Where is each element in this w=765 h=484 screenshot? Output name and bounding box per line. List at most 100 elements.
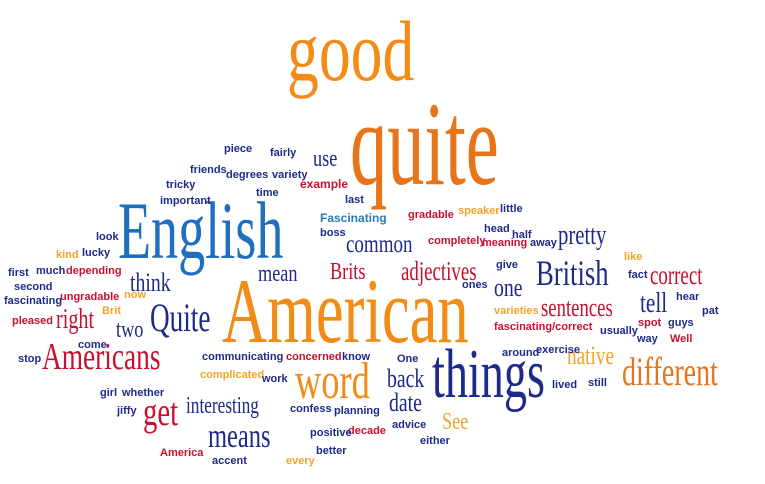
word-concerned: concerned: [286, 351, 342, 363]
word-brits: Brits: [330, 259, 366, 285]
word-better: better: [316, 445, 347, 457]
word-completely: completely: [428, 235, 486, 247]
word-jiffy: jiffy: [117, 405, 137, 417]
word-know: know: [342, 351, 371, 363]
word-positive: positive: [310, 427, 352, 439]
word-quite-cap: Quite: [150, 295, 211, 340]
word-british: British: [536, 253, 609, 293]
word-hear: hear: [676, 291, 700, 303]
word-around: around: [502, 347, 540, 359]
word-common: common: [346, 231, 413, 258]
word-much: much: [36, 265, 66, 277]
word-fascinating-cap: Fascinating: [320, 211, 387, 225]
word-use: use: [313, 146, 338, 172]
word-date: date: [389, 388, 422, 417]
word-whether: whether: [122, 387, 165, 399]
word-adjectives: adjectives: [401, 256, 477, 286]
word-ones: ones: [462, 279, 488, 291]
word-american: American: [222, 260, 469, 362]
word-first: first: [8, 267, 29, 279]
word-work: work: [262, 373, 288, 385]
word-brit: Brit: [102, 305, 121, 317]
word-spot: spot: [638, 317, 662, 329]
word-degrees: degrees: [226, 169, 269, 181]
word-get: get: [143, 389, 179, 434]
word-pat: pat: [702, 305, 719, 317]
word-one: one: [494, 273, 523, 302]
word-second: second: [14, 281, 53, 293]
word-fascinating: fascinating: [4, 295, 63, 307]
word-give: give: [496, 259, 519, 271]
word-word: word: [295, 353, 370, 410]
word-guys: guys: [668, 317, 694, 329]
word-lucky: lucky: [82, 247, 111, 259]
word-quite: quite: [350, 77, 499, 210]
word-girl: girl: [100, 387, 118, 399]
word-kind: kind: [56, 249, 79, 261]
word-half: half: [512, 229, 532, 241]
word-think: think: [130, 268, 171, 297]
word-decade: decade: [348, 425, 386, 437]
word-head: head: [484, 223, 510, 235]
word-either: either: [420, 435, 450, 447]
word-look: look: [96, 231, 119, 243]
word-piece: piece: [224, 143, 253, 155]
word-like: like: [624, 251, 643, 263]
word-good: good: [287, 3, 415, 99]
word-advice: advice: [392, 419, 427, 431]
word-important: important: [160, 195, 211, 207]
word-pleased: pleased: [12, 315, 53, 327]
word-different: different: [622, 349, 718, 394]
word-now: now: [124, 289, 146, 301]
word-things: things: [432, 336, 545, 413]
word-way: way: [637, 333, 658, 345]
word-accent: accent: [212, 455, 247, 467]
word-boss: boss: [320, 227, 346, 239]
word-varieties: varieties: [494, 305, 539, 317]
word-mean: mean: [258, 261, 298, 287]
word-native: native: [567, 341, 615, 370]
word-correct: correct: [650, 260, 703, 290]
word-come: come: [78, 339, 107, 351]
word-every: every: [286, 455, 315, 467]
word-still: still: [588, 377, 607, 389]
word-ungradable: ungradable: [60, 291, 120, 303]
word-confess: confess: [290, 403, 332, 415]
word-right: right: [56, 304, 95, 335]
word-well: Well: [670, 333, 693, 345]
word-tricky: tricky: [166, 179, 196, 191]
word-speaker: speaker: [458, 205, 500, 217]
word-english: English: [118, 185, 284, 276]
word-example: example: [300, 177, 349, 191]
word-communicating: communicating: [202, 351, 284, 363]
word-usually: usually: [600, 325, 638, 337]
word-variety: variety: [272, 169, 308, 181]
word-back: back: [387, 364, 425, 393]
word-fairly: fairly: [270, 147, 297, 159]
word-fascinating-correct: fascinating/correct: [494, 321, 593, 333]
word-depending: depending: [66, 265, 122, 277]
word-planning: planning: [334, 405, 380, 417]
word-fact: fact: [628, 269, 648, 281]
word-complicated: complicated: [200, 369, 265, 381]
word-stop: stop: [18, 353, 42, 365]
word-friends: friends: [190, 164, 227, 176]
word-tell: tell: [640, 288, 668, 319]
word-last: last: [345, 194, 364, 206]
word-america: America: [160, 447, 204, 459]
word-see: See: [442, 409, 469, 435]
word-meaning: meaning: [482, 237, 528, 249]
word-interesting: interesting: [186, 393, 259, 419]
word-gradable: gradable: [408, 209, 454, 221]
word-two: two: [116, 317, 144, 343]
word-americans: Americans: [42, 336, 161, 378]
word-lived: lived: [552, 379, 578, 391]
word-exercise: exercise: [536, 344, 581, 356]
word-little: little: [500, 203, 523, 215]
word-away: away: [530, 237, 557, 249]
word-means: means: [208, 418, 271, 455]
word-time: time: [256, 187, 279, 199]
word-pretty: pretty: [558, 220, 607, 251]
word-one-cap: One: [397, 353, 419, 365]
